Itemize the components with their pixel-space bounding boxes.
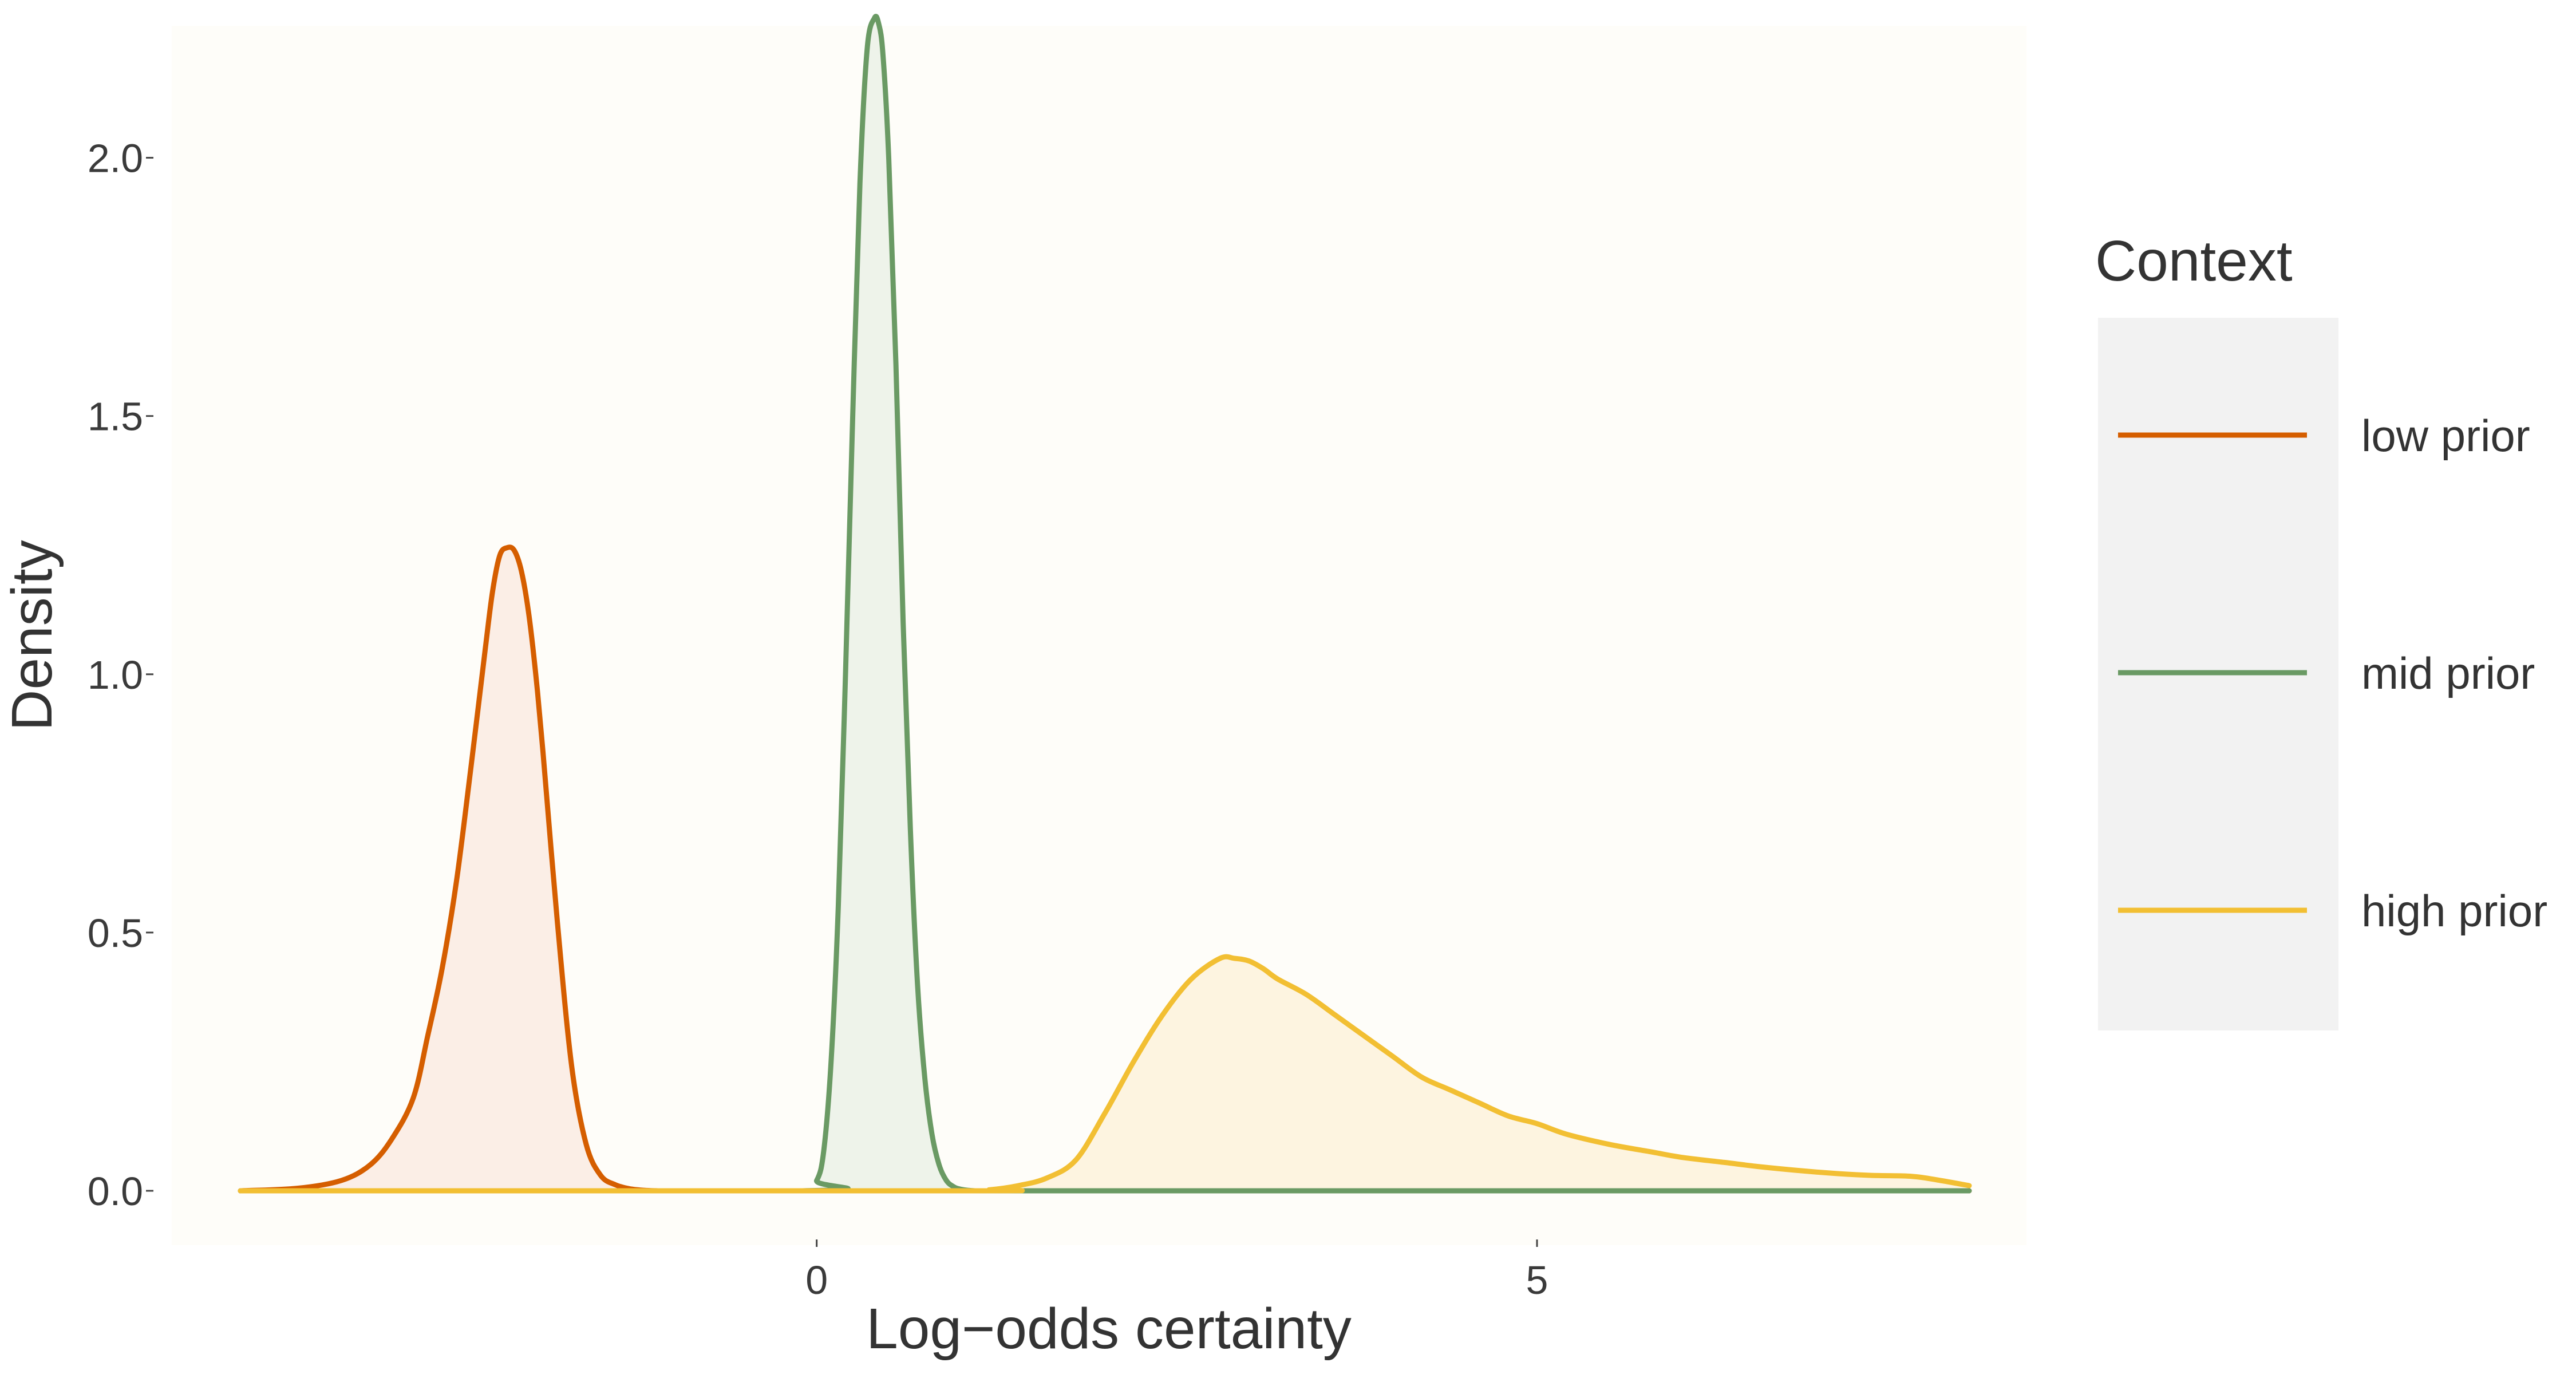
- y-tick-label: 0.5: [88, 911, 143, 956]
- legend-items: low prior mid prior high prior: [2118, 410, 2547, 936]
- x-axis-title: Log−odds certainty: [866, 1297, 1352, 1361]
- y-axis: 0.0 0.5 1.0 1.5 2.0: [88, 136, 153, 1214]
- series-lines: [238, 14, 1972, 1194]
- series-line-high-prior: [238, 954, 1972, 1194]
- legend: Context low prior mid prior high prior: [2095, 229, 2547, 1030]
- series-fill-low-prior: [240, 547, 1969, 1191]
- y-tick-label: 2.0: [88, 136, 143, 181]
- series-fills: [240, 16, 1969, 1191]
- x-tick-label: 0: [805, 1258, 828, 1302]
- y-axis-title: Density: [0, 540, 64, 731]
- y-tick-label: 0.0: [88, 1169, 143, 1214]
- y-tick-label: 1.5: [88, 394, 143, 439]
- legend-label-mid-prior: mid prior: [2361, 648, 2535, 698]
- y-tick-label: 1.0: [88, 653, 143, 697]
- legend-label-low-prior: low prior: [2361, 410, 2530, 461]
- series-fill-high-prior: [240, 957, 1969, 1191]
- legend-label-high-prior: high prior: [2361, 886, 2547, 936]
- x-tick-label: 5: [1526, 1258, 1548, 1302]
- legend-title: Context: [2095, 229, 2293, 293]
